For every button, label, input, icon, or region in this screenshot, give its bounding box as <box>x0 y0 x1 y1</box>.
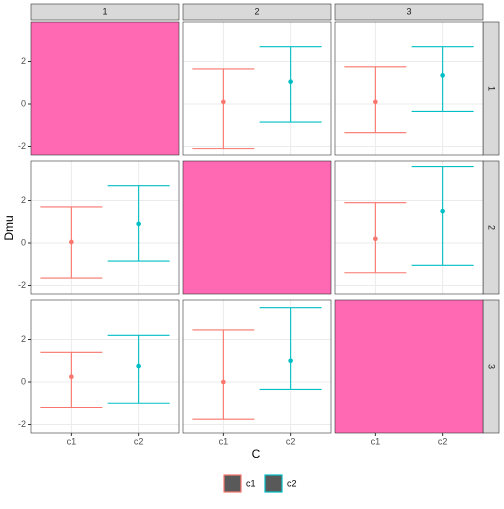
point <box>288 358 293 364</box>
y-tick-label: 2 <box>21 334 26 344</box>
error-bar <box>40 351 103 409</box>
x-tick-label: c2 <box>438 436 448 446</box>
error-bar <box>411 165 474 266</box>
error-bar <box>192 68 255 150</box>
panel <box>335 161 483 294</box>
y-tick-label: -2 <box>18 141 26 151</box>
error-bar <box>192 329 255 420</box>
error-bar <box>411 46 474 112</box>
point <box>373 236 378 242</box>
legend-label: c2 <box>287 478 297 488</box>
panel-border <box>30 160 180 295</box>
x-axis-label: C <box>252 447 261 461</box>
strip-label: 2 <box>254 6 259 16</box>
strip <box>334 3 484 21</box>
panel-border <box>334 21 484 156</box>
point <box>288 79 293 85</box>
y-tick-label: -2 <box>18 419 26 429</box>
point <box>136 363 141 369</box>
legend-key <box>223 474 242 493</box>
x-tick-label: c2 <box>134 436 144 446</box>
strip <box>30 3 180 21</box>
y-tick-label: 0 <box>21 98 26 108</box>
strip-label: 1 <box>102 6 107 16</box>
point <box>440 208 445 214</box>
error-bar <box>259 46 322 123</box>
y-tick-label: 0 <box>21 237 26 247</box>
point <box>373 99 378 105</box>
y-axis-label: Dmu <box>2 215 16 240</box>
x-tick-label: c1 <box>219 436 229 446</box>
diagonal-panel <box>182 160 332 295</box>
point <box>136 221 141 227</box>
diagonal-panel <box>334 299 484 434</box>
y-tick-label: 0 <box>21 376 26 386</box>
strip-label: 3 <box>487 364 497 369</box>
y-tick-label: 2 <box>21 195 26 205</box>
x-tick-label: c1 <box>371 436 381 446</box>
panel-border <box>182 299 332 434</box>
point <box>69 374 74 379</box>
error-bar <box>259 307 322 390</box>
y-tick-label: -2 <box>18 280 26 290</box>
point <box>440 73 445 78</box>
legend-label: c1 <box>246 478 256 488</box>
error-bar <box>107 334 170 404</box>
y-tick-label: 2 <box>21 56 26 66</box>
strip <box>182 3 332 21</box>
point <box>69 239 74 245</box>
strip-label: 1 <box>487 86 497 91</box>
diagonal-panel <box>30 21 180 156</box>
panel <box>31 300 179 433</box>
strip-label: 3 <box>406 6 411 16</box>
legend-key <box>264 474 283 493</box>
panel-border <box>182 21 332 156</box>
x-tick-label: c2 <box>286 436 296 446</box>
x-tick-label: c1 <box>67 436 77 446</box>
panel <box>183 300 331 433</box>
panel <box>31 161 179 294</box>
panel-border <box>30 299 180 434</box>
point <box>221 379 226 385</box>
panel <box>335 22 483 155</box>
panel-border <box>334 160 484 295</box>
strip-label: 2 <box>487 225 497 230</box>
point <box>221 99 226 105</box>
panel <box>183 22 331 155</box>
